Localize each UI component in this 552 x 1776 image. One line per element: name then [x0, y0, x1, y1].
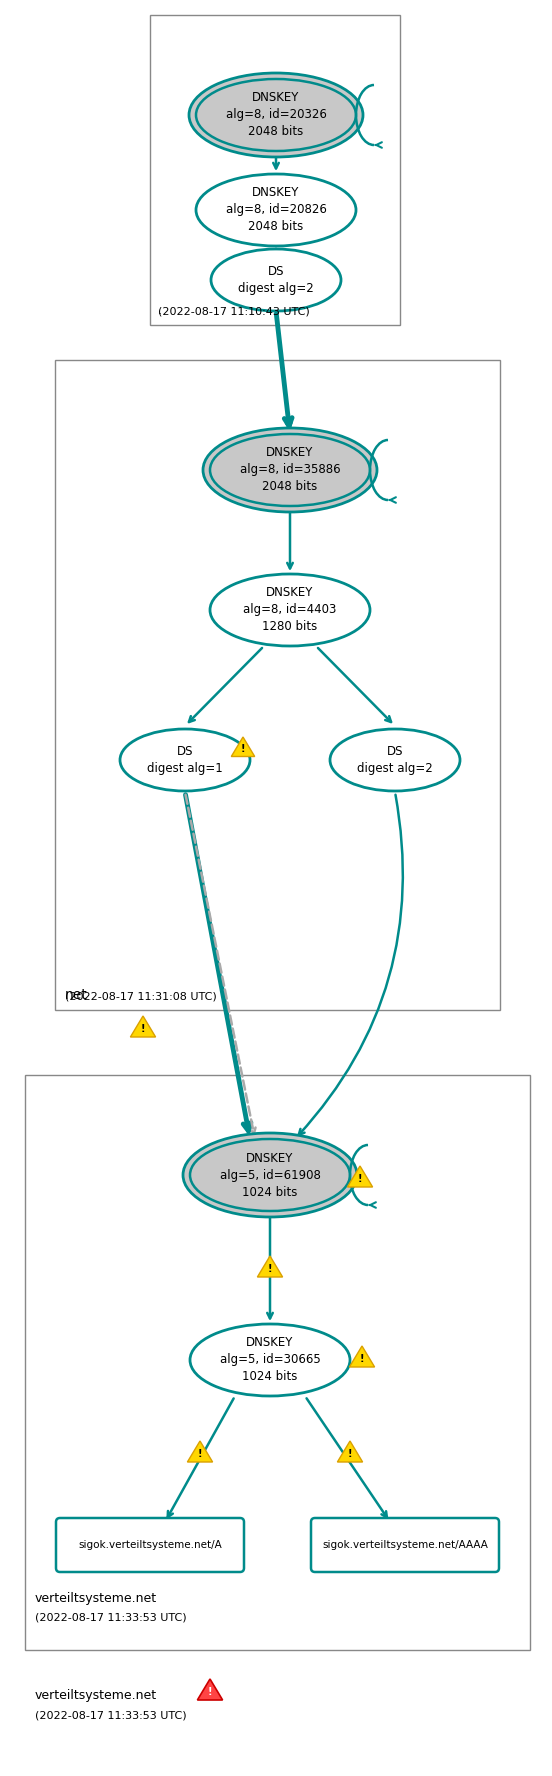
Ellipse shape — [189, 73, 363, 156]
Text: net: net — [65, 987, 88, 1002]
Text: DNSKEY
alg=8, id=35886
2048 bits: DNSKEY alg=8, id=35886 2048 bits — [240, 446, 341, 494]
Ellipse shape — [120, 728, 250, 790]
Text: sigok.verteiltsysteme.net/A: sigok.verteiltsysteme.net/A — [78, 1540, 222, 1550]
Text: !: ! — [208, 1687, 213, 1698]
FancyBboxPatch shape — [150, 14, 400, 325]
Text: (2022-08-17 11:10:43 UTC): (2022-08-17 11:10:43 UTC) — [158, 295, 310, 316]
Text: !: ! — [348, 1449, 352, 1460]
Text: (2022-08-17 11:31:08 UTC): (2022-08-17 11:31:08 UTC) — [65, 980, 217, 1002]
Text: DNSKEY
alg=5, id=30665
1024 bits: DNSKEY alg=5, id=30665 1024 bits — [220, 1337, 320, 1384]
Text: DNSKEY
alg=8, id=20326
2048 bits: DNSKEY alg=8, id=20326 2048 bits — [226, 92, 326, 139]
Polygon shape — [347, 1167, 373, 1186]
Text: !: ! — [141, 1025, 145, 1034]
Text: verteiltsysteme.net: verteiltsysteme.net — [35, 1689, 157, 1701]
Polygon shape — [130, 1016, 156, 1037]
Text: !: ! — [360, 1355, 364, 1364]
Ellipse shape — [196, 78, 356, 151]
Text: DNSKEY
alg=8, id=4403
1280 bits: DNSKEY alg=8, id=4403 1280 bits — [243, 586, 337, 634]
Text: DS
digest alg=2: DS digest alg=2 — [357, 744, 433, 774]
Polygon shape — [198, 1678, 222, 1700]
Text: !: ! — [268, 1265, 272, 1275]
Text: !: ! — [241, 744, 245, 755]
Text: (2022-08-17 11:33:53 UTC): (2022-08-17 11:33:53 UTC) — [35, 1710, 187, 1719]
Text: DNSKEY
alg=8, id=20826
2048 bits: DNSKEY alg=8, id=20826 2048 bits — [226, 186, 326, 233]
Text: !: ! — [358, 1174, 362, 1185]
Ellipse shape — [330, 728, 460, 790]
Ellipse shape — [190, 1138, 350, 1211]
Text: DS
digest alg=1: DS digest alg=1 — [147, 744, 223, 774]
Polygon shape — [349, 1346, 375, 1368]
Text: .: . — [158, 304, 162, 316]
FancyBboxPatch shape — [55, 361, 500, 1011]
Polygon shape — [257, 1256, 283, 1277]
Text: !: ! — [198, 1449, 202, 1460]
Text: (2022-08-17 11:33:53 UTC): (2022-08-17 11:33:53 UTC) — [35, 1613, 187, 1621]
Text: sigok.verteiltsysteme.net/AAAA: sigok.verteiltsysteme.net/AAAA — [322, 1540, 488, 1550]
Text: DNSKEY
alg=5, id=61908
1024 bits: DNSKEY alg=5, id=61908 1024 bits — [220, 1151, 321, 1199]
Ellipse shape — [210, 433, 370, 506]
Text: verteiltsysteme.net: verteiltsysteme.net — [35, 1591, 157, 1606]
Polygon shape — [187, 1440, 213, 1462]
Ellipse shape — [196, 174, 356, 247]
FancyBboxPatch shape — [56, 1518, 244, 1572]
Polygon shape — [231, 737, 254, 757]
Ellipse shape — [203, 428, 377, 511]
FancyBboxPatch shape — [311, 1518, 499, 1572]
Polygon shape — [337, 1440, 363, 1462]
Ellipse shape — [211, 249, 341, 311]
Ellipse shape — [210, 574, 370, 646]
Text: DS
digest alg=2: DS digest alg=2 — [238, 265, 314, 295]
FancyBboxPatch shape — [25, 1074, 530, 1650]
Ellipse shape — [190, 1323, 350, 1396]
Ellipse shape — [183, 1133, 357, 1217]
